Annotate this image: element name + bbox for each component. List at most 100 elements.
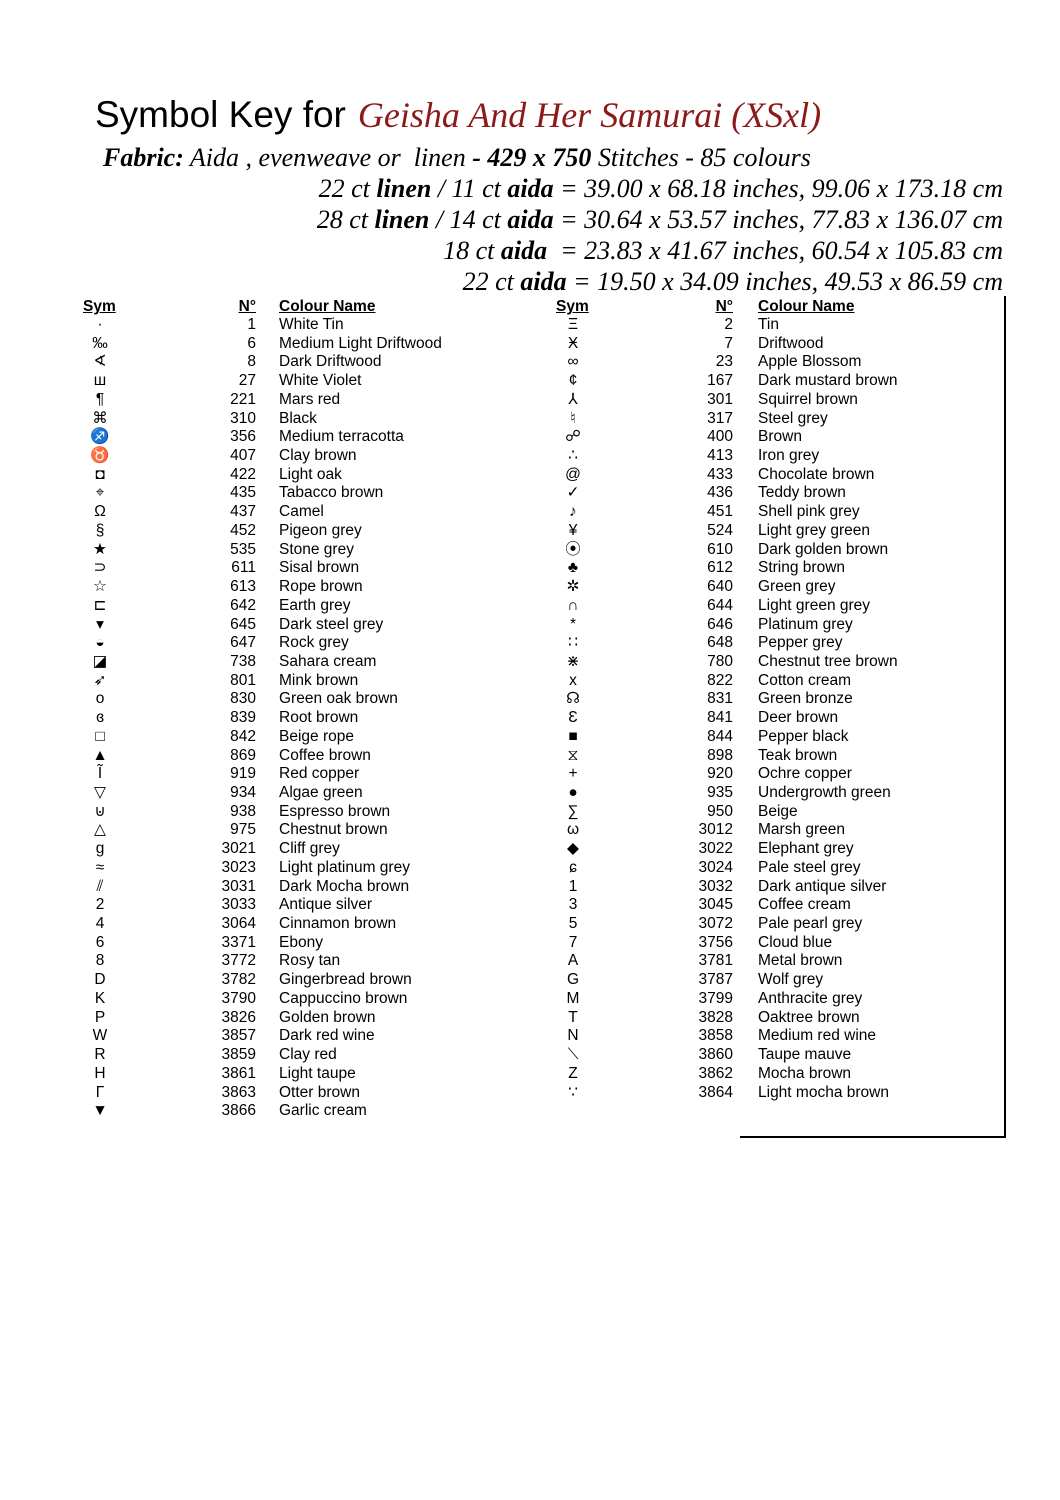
number: 23 [715,353,733,371]
colour-name: Pale pearl grey [758,915,863,933]
fabric-label: Fabric: [103,143,184,172]
number: 647 [230,634,256,652]
number: 3866 [221,1102,256,1120]
colour-name: Golden brown [279,1008,376,1026]
number: 919 [230,765,256,783]
size-line: 18 ct aida = 23.83 x 41.67 inches, 60.54… [443,236,1003,266]
number: 3022 [698,840,733,858]
colour-name: Rope brown [279,578,363,596]
colour-name: White Violet [279,372,362,390]
symbol: G [566,971,580,989]
colour-name: Rosy tan [279,952,341,970]
symbol: 3 [568,896,578,914]
symbol: ≈ [95,858,105,876]
fabric-part: Aida , evenweave or linen [189,143,473,172]
symbol: H [94,1064,106,1082]
header-name: Colour Name [758,298,855,315]
symbol: x [569,671,577,689]
colour-name: Clay red [279,1046,337,1064]
number: 452 [230,521,256,539]
number: 3790 [221,989,256,1007]
size-part: = 30.64 x 53.57 inches, 77.83 x 136.07 c… [553,205,1003,234]
symbol: ✲ [566,578,580,596]
number: 3864 [698,1083,733,1101]
number: 3858 [698,1027,733,1045]
colour-name: Driftwood [758,334,824,352]
symbol: Z [568,1064,578,1082]
symbol: Γ [95,1083,105,1101]
colour-name: Chestnut tree brown [758,652,898,670]
symbol: Ɛ [568,709,578,727]
number: 3072 [698,915,733,933]
symbol: ∩ [567,596,579,614]
number: 317 [707,409,733,427]
symbol: □ [95,727,105,745]
symbol: · [97,316,103,333]
symbol: ⦿ [565,540,581,558]
number: 167 [707,372,733,390]
number: 612 [707,559,733,577]
number: 844 [707,727,733,745]
symbol: ⫽ [96,877,104,895]
colour-name: Anthracite grey [758,989,863,1007]
header-num: N° [715,298,733,315]
colour-name: Coffee brown [279,746,371,764]
symbol: ♪ [569,503,577,521]
symbol: 2 [95,896,105,914]
symbol: ‰ [92,334,108,352]
number: 3862 [698,1064,733,1082]
symbol: ▾ [96,615,104,633]
colour-name: Dark golden brown [758,540,889,558]
symbol: ★ [93,540,107,558]
size-part: aida [520,267,567,296]
title-name: Geisha And Her Samurai (XSxl) [357,95,822,135]
symbol: ш [93,372,107,390]
symbol: ⟍ [567,1046,579,1064]
colour-name: Cinnamon brown [279,915,397,933]
colour-name: Clay brown [279,447,357,465]
number: 3021 [221,840,256,858]
colour-name: Iron grey [758,447,820,465]
colour-name: Brown [758,428,802,446]
number: 3857 [221,1027,256,1045]
symbol: Ĩ [97,765,103,783]
symbol: 5 [568,915,578,933]
header-num: N° [238,298,256,315]
symbol: ⊃ [93,559,107,577]
number: 3787 [698,971,733,989]
size-part: = 19.50 x 34.09 inches, 49.53 x 86.59 cm [566,267,1003,296]
symbol: ♉ [90,447,110,465]
symbol: ∞ [567,353,579,371]
colour-name: Rock grey [279,634,349,652]
symbol: 6 [95,933,105,951]
number: 640 [707,578,733,596]
symbol: ▽ [94,784,106,801]
symbol: ɞ [96,709,104,727]
symbol: Ξ [567,316,579,333]
number: 830 [230,690,256,708]
colour-name: Cliff grey [279,840,340,858]
number: 2 [724,316,733,333]
colour-name: Dark antique silver [758,877,887,895]
colour-name: Shell pink grey [758,503,860,521]
size-part: linen [374,205,430,234]
colour-name: Platinum grey [758,615,853,633]
colour-name: Red copper [279,765,360,783]
number: 738 [230,652,256,670]
colour-name: Algae green [279,784,363,801]
number: 8 [247,353,256,371]
number: 841 [707,709,733,727]
colour-name: Chestnut brown [279,821,388,839]
number: 869 [230,746,256,764]
colour-name: Dark Mocha brown [279,877,410,895]
symbol: D [94,971,106,989]
colour-name: Mars red [279,390,341,408]
colour-name: Dark red wine [279,1027,375,1045]
fabric-part: Stitches - 85 colours [591,143,811,172]
number: 950 [707,802,733,820]
number: 645 [230,615,256,633]
symbol: △ [94,821,106,839]
symbol: ⅄ [568,390,578,408]
symbol: ɕ [569,858,577,876]
